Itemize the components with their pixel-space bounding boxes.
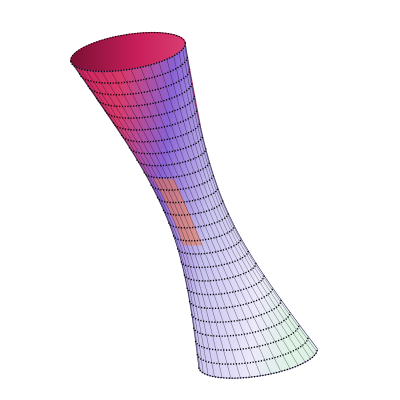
mesh-meridian — [166, 59, 299, 366]
mesh-meridian — [185, 42, 318, 349]
mesh-meridian — [101, 71, 232, 379]
mesh-meridian — [158, 62, 291, 369]
mesh-meridian — [79, 68, 209, 376]
mesh-meridian — [110, 71, 241, 379]
mesh-meridian — [70, 61, 200, 368]
mesh-meridian — [182, 49, 315, 356]
mesh-meridian — [173, 55, 306, 363]
mesh-meridian — [120, 70, 251, 378]
mesh-meridian — [85, 69, 215, 377]
mesh-meridian — [184, 45, 318, 352]
mesh-meridian — [140, 67, 272, 374]
mesh-meridian — [74, 66, 204, 374]
mesh-meridian — [130, 69, 262, 376]
mesh-meridian — [149, 64, 282, 372]
mesh-ring-top-back — [70, 31, 186, 62]
surface-mesh-lines — [70, 31, 318, 379]
mesh-meridian — [93, 70, 223, 378]
mesh-meridian — [178, 52, 311, 359]
